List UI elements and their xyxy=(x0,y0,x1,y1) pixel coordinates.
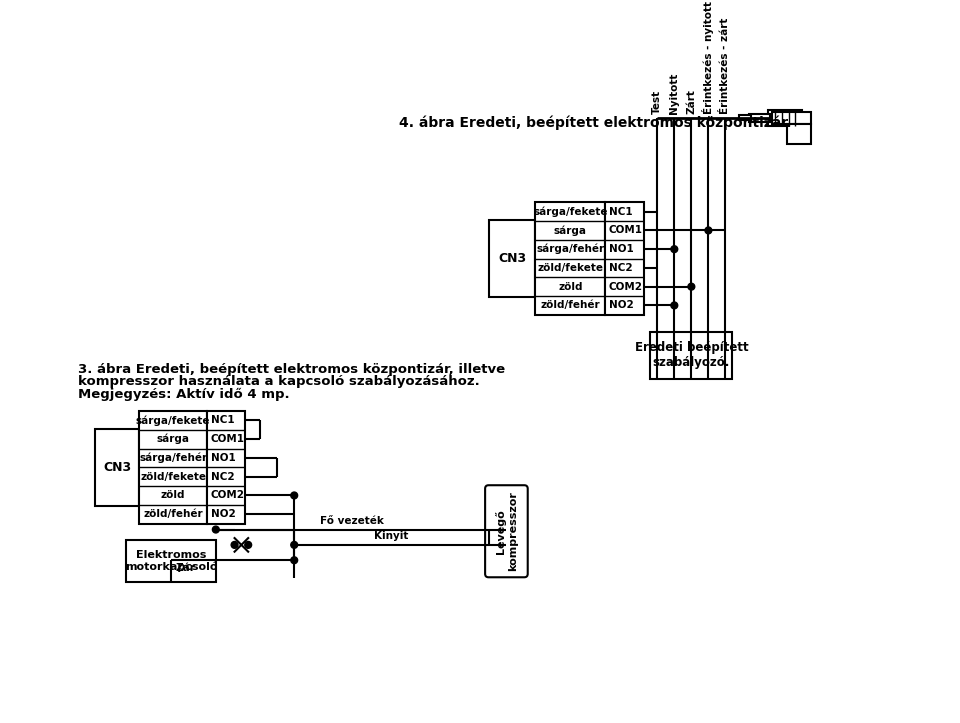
Text: kompresszor használata a kapcsoló szabályozásához.: kompresszor használata a kapcsoló szabál… xyxy=(78,375,479,388)
Text: 3. ábra Eredeti, beépített elektromos központizár, illetve: 3. ábra Eredeti, beépített elektromos kö… xyxy=(78,362,505,375)
Bar xyxy=(739,116,751,121)
Text: Fő vezeték: Fő vezeték xyxy=(321,516,384,526)
Text: zöld/fekete: zöld/fekete xyxy=(538,263,603,273)
Text: NO1: NO1 xyxy=(609,244,634,254)
Text: Levegő
kompresszor: Levegő kompresszor xyxy=(495,492,517,571)
Text: NO2: NO2 xyxy=(210,509,235,519)
Text: Eredeti beépített
szabályozó.: Eredeti beépített szabályozó. xyxy=(635,341,748,369)
Circle shape xyxy=(291,557,298,564)
Text: 4. ábra Eredeti, beépített elektromos központizár.: 4. ábra Eredeti, beépített elektromos kö… xyxy=(399,116,791,130)
Circle shape xyxy=(291,542,298,548)
Text: NC2: NC2 xyxy=(210,471,234,482)
Bar xyxy=(768,110,803,126)
Bar xyxy=(772,112,810,124)
Circle shape xyxy=(705,227,711,234)
Circle shape xyxy=(245,542,252,548)
Text: sárga: sárga xyxy=(554,225,587,236)
Circle shape xyxy=(231,542,238,548)
Bar xyxy=(651,332,732,379)
Text: NO2: NO2 xyxy=(609,301,634,310)
Text: Érintkezés - zárt: Érintkezés - zárt xyxy=(720,17,731,114)
Text: NO1: NO1 xyxy=(210,453,235,463)
Bar xyxy=(95,429,139,505)
Text: COM2: COM2 xyxy=(609,282,642,291)
Bar xyxy=(536,202,605,315)
Text: zöld/fehér: zöld/fehér xyxy=(143,509,203,519)
Circle shape xyxy=(688,283,695,290)
Bar xyxy=(489,221,536,297)
Text: zöld/fehér: zöld/fehér xyxy=(540,301,600,310)
Text: zöld: zöld xyxy=(161,490,185,500)
Text: Elektromos
motorkapcsoló: Elektromos motorkapcsoló xyxy=(125,550,217,572)
Text: COM1: COM1 xyxy=(210,435,245,444)
Text: sárga/fekete: sárga/fekete xyxy=(533,206,608,217)
Bar xyxy=(207,411,245,523)
Text: CN3: CN3 xyxy=(103,461,131,474)
Text: Kinyit: Kinyit xyxy=(374,531,409,542)
Bar xyxy=(787,124,810,145)
Text: NC1: NC1 xyxy=(210,416,234,425)
Text: zöld: zöld xyxy=(558,282,583,291)
Text: COM2: COM2 xyxy=(210,490,245,500)
Text: Nyitott: Nyitott xyxy=(669,72,680,114)
Text: sárga: sárga xyxy=(156,434,190,445)
Text: NC1: NC1 xyxy=(609,207,633,217)
Text: Zár: Zár xyxy=(176,562,195,573)
Text: Érintkezés - nyitott: Érintkezés - nyitott xyxy=(703,1,714,114)
Text: sárga/fehér: sárga/fehér xyxy=(139,453,207,463)
Bar xyxy=(750,114,770,122)
Circle shape xyxy=(212,526,219,533)
Text: Zárt: Zárt xyxy=(686,89,696,114)
Circle shape xyxy=(291,492,298,499)
Text: Test: Test xyxy=(652,90,662,114)
Text: sárga/fekete: sárga/fekete xyxy=(136,415,210,426)
Text: COM1: COM1 xyxy=(609,226,642,236)
Bar xyxy=(127,540,216,583)
Bar xyxy=(139,411,207,523)
Text: sárga/fehér: sárga/fehér xyxy=(537,244,605,254)
Text: zöld/fekete: zöld/fekete xyxy=(140,471,206,482)
Text: CN3: CN3 xyxy=(498,252,526,265)
Text: Megjegyzés: Aktív idő 4 mp.: Megjegyzés: Aktív idő 4 mp. xyxy=(78,388,289,401)
FancyBboxPatch shape xyxy=(485,485,528,577)
Circle shape xyxy=(671,302,678,309)
Text: NC2: NC2 xyxy=(609,263,633,273)
Circle shape xyxy=(671,246,678,252)
Bar xyxy=(605,202,644,315)
